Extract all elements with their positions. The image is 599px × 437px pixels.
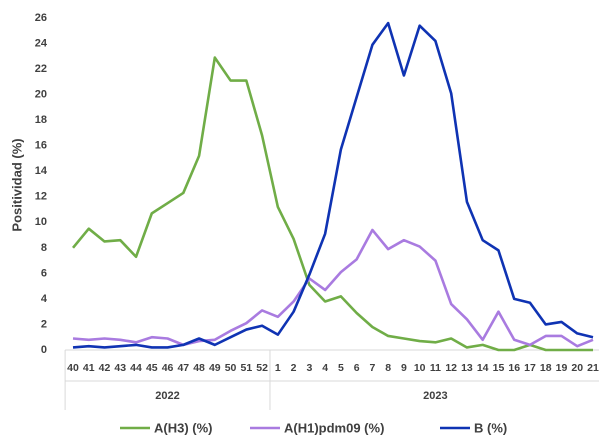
- x-tick-label: 19: [556, 362, 568, 374]
- y-tick-label: 10: [35, 216, 47, 228]
- x-tick-label: 15: [493, 362, 505, 374]
- x-tick-label: 44: [130, 362, 142, 374]
- x-tick-label: 41: [83, 362, 95, 374]
- x-tick-label: 4: [322, 362, 328, 374]
- x-tick-label: 8: [385, 362, 391, 374]
- x-tick-label: 51: [240, 362, 252, 374]
- y-tick-label: 20: [35, 89, 47, 101]
- y-tick-label: 14: [35, 165, 48, 177]
- x-tick-label: 21: [587, 362, 599, 374]
- x-tick-label: 43: [114, 362, 126, 374]
- series-line: [72, 21, 594, 349]
- x-tick-label: 46: [162, 362, 174, 374]
- x-tick-label: 3: [306, 362, 312, 374]
- legend-label: B (%): [474, 420, 507, 435]
- x-tick-label: 5: [338, 362, 344, 374]
- y-tick-label: 24: [35, 37, 48, 49]
- y-tick-label: 26: [35, 12, 47, 24]
- x-tick-label: 50: [225, 362, 237, 374]
- x-tick-label: 1: [275, 362, 281, 374]
- y-tick-label: 4: [41, 293, 48, 305]
- y-axis-label: Positividad (%): [9, 138, 24, 231]
- group-label: 2023: [423, 390, 447, 402]
- x-tick-label: 18: [540, 362, 552, 374]
- x-tick-label: 20: [571, 362, 583, 374]
- series-line: [71, 56, 593, 352]
- x-tick-label: 9: [401, 362, 407, 374]
- y-tick-label: 18: [35, 114, 47, 126]
- legend-label: A(H1)pdm09 (%): [284, 420, 384, 435]
- y-tick-label: 8: [41, 242, 47, 254]
- y-tick-label: 0: [41, 344, 47, 356]
- y-tick-label: 6: [41, 267, 47, 279]
- x-tick-label: 47: [177, 362, 189, 374]
- x-tick-label: 49: [209, 362, 221, 374]
- series-line: [72, 228, 594, 348]
- x-tick-label: 14: [477, 362, 489, 374]
- x-tick-label: 16: [508, 362, 520, 374]
- y-tick-label: 22: [35, 63, 47, 75]
- x-tick-label: 2: [291, 362, 297, 374]
- x-tick-label: 42: [99, 362, 111, 374]
- y-tick-label: 2: [41, 318, 47, 330]
- legend-label: A(H3) (%): [154, 420, 213, 435]
- x-tick-label: 13: [461, 362, 473, 374]
- x-tick-label: 11: [430, 362, 441, 374]
- x-tick-label: 17: [524, 362, 536, 374]
- x-tick-label: 40: [67, 362, 79, 374]
- x-tick-label: 10: [414, 362, 426, 374]
- x-tick-label: 52: [256, 362, 268, 374]
- x-tick-label: 12: [445, 362, 457, 374]
- group-label: 2022: [155, 390, 179, 402]
- x-tick-label: 45: [146, 362, 158, 374]
- x-tick-label: 48: [193, 362, 205, 374]
- x-tick-label: 6: [354, 362, 360, 374]
- y-tick-label: 16: [35, 140, 47, 152]
- x-tick-label: 7: [369, 362, 375, 374]
- y-tick-label: 12: [35, 191, 47, 203]
